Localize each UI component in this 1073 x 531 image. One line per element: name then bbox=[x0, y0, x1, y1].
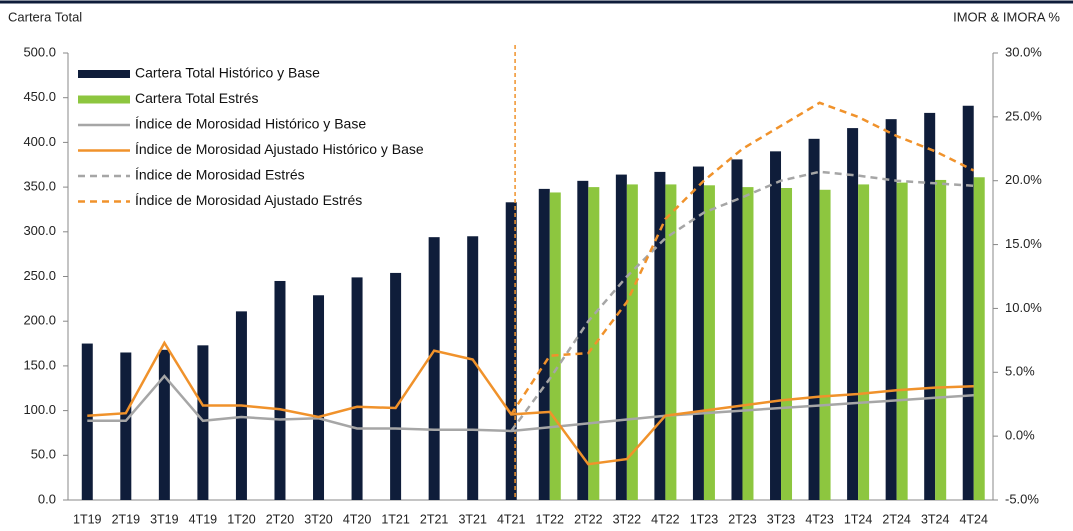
x-tick-label: 1T19 bbox=[73, 512, 102, 526]
bar bbox=[390, 272, 402, 500]
bar bbox=[120, 352, 132, 500]
legend-label: Cartera Total Histórico y Base bbox=[135, 65, 320, 81]
bar bbox=[577, 180, 589, 501]
y-tick-label: 200.0 bbox=[23, 313, 56, 328]
legend-label: Índice de Morosidad Histórico y Base bbox=[135, 116, 366, 132]
y2-tick-label: 25.0% bbox=[1005, 108, 1042, 123]
x-tick-label: 3T24 bbox=[921, 512, 950, 526]
y-tick-label: 50.0 bbox=[31, 447, 56, 462]
bar bbox=[313, 295, 325, 500]
line-series bbox=[510, 101, 975, 416]
bar bbox=[467, 236, 479, 500]
bar bbox=[505, 202, 517, 500]
x-tick-label: 1T24 bbox=[844, 512, 873, 526]
bar bbox=[81, 343, 93, 500]
y-tick-label: 400.0 bbox=[23, 134, 56, 149]
x-tick-label: 1T21 bbox=[381, 512, 410, 526]
bar bbox=[858, 184, 870, 500]
bar bbox=[731, 159, 743, 501]
x-tick-label: 4T19 bbox=[189, 512, 218, 526]
bar bbox=[197, 345, 209, 500]
x-tick-label: 3T19 bbox=[150, 512, 179, 526]
bar bbox=[703, 185, 715, 500]
x-tick-label: 4T22 bbox=[651, 512, 680, 526]
y-tick-label: 100.0 bbox=[23, 402, 56, 417]
y2-tick-label: 30.0% bbox=[1005, 44, 1042, 59]
x-tick-label: 2T20 bbox=[266, 512, 295, 526]
bar bbox=[885, 119, 897, 500]
legend-label: Índice de Morosidad Ajustado Histórico y… bbox=[135, 141, 424, 157]
legend-label: Cartera Total Estrés bbox=[135, 90, 258, 106]
bar bbox=[549, 192, 561, 501]
x-tick-label: 2T23 bbox=[728, 512, 757, 526]
x-tick-label: 2T19 bbox=[112, 512, 141, 526]
x-tick-label: 1T20 bbox=[227, 512, 256, 526]
y-tick-label: 300.0 bbox=[23, 223, 56, 238]
line-series bbox=[87, 340, 974, 466]
x-tick-label: 2T24 bbox=[882, 512, 911, 526]
left-axis-title: Cartera Total bbox=[8, 9, 82, 24]
x-tick-label: 1T23 bbox=[690, 512, 719, 526]
x-tick-label: 3T20 bbox=[304, 512, 333, 526]
x-tick-label: 4T21 bbox=[497, 512, 526, 526]
x-tick-label: 1T22 bbox=[536, 512, 565, 526]
y2-tick-label: 15.0% bbox=[1005, 236, 1042, 251]
bar bbox=[896, 182, 908, 500]
bar bbox=[428, 237, 440, 500]
y2-tick-label: 5.0% bbox=[1005, 364, 1035, 379]
x-tick-label: 2T22 bbox=[574, 512, 603, 526]
bar bbox=[847, 128, 859, 500]
bar bbox=[665, 184, 677, 500]
bar bbox=[819, 189, 831, 501]
y-tick-label: 450.0 bbox=[23, 89, 56, 104]
x-tick-label: 3T21 bbox=[458, 512, 487, 526]
bar bbox=[924, 112, 936, 500]
bar bbox=[351, 277, 363, 500]
bar bbox=[588, 187, 600, 500]
y2-tick-label: -5.0% bbox=[1005, 491, 1039, 506]
bar bbox=[538, 188, 550, 500]
y-tick-label: 0.0 bbox=[38, 491, 56, 506]
x-tick-label: 4T24 bbox=[959, 512, 988, 526]
line-series bbox=[510, 170, 974, 432]
bar bbox=[935, 179, 947, 500]
x-tick-label: 3T23 bbox=[767, 512, 796, 526]
x-tick-label: 3T22 bbox=[613, 512, 642, 526]
bar bbox=[615, 174, 627, 501]
bar bbox=[962, 105, 974, 500]
legend: Cartera Total Histórico y Base Cartera To… bbox=[78, 65, 424, 208]
y-tick-label: 350.0 bbox=[23, 179, 56, 194]
y2-tick-label: 0.0% bbox=[1005, 428, 1035, 443]
y-tick-label: 250.0 bbox=[23, 268, 56, 283]
x-tick-label: 4T23 bbox=[805, 512, 834, 526]
y2-tick-label: 10.0% bbox=[1005, 300, 1042, 315]
x-tick-label: 2T21 bbox=[420, 512, 449, 526]
bar bbox=[781, 187, 793, 500]
bar bbox=[742, 187, 754, 500]
bar bbox=[654, 171, 666, 501]
bar bbox=[626, 184, 638, 500]
legend-label: Índice de Morosidad Ajustado Estrés bbox=[135, 192, 362, 208]
bar bbox=[274, 280, 286, 500]
bar bbox=[973, 177, 985, 501]
y-tick-label: 500.0 bbox=[23, 44, 56, 59]
bar bbox=[808, 138, 820, 500]
bar bbox=[158, 349, 170, 500]
right-axis-title: IMOR & IMORA % bbox=[953, 9, 1060, 24]
bar bbox=[770, 151, 782, 500]
y-tick-label: 150.0 bbox=[23, 357, 56, 372]
bar bbox=[692, 166, 704, 500]
legend-label: Índice de Morosidad Estrés bbox=[135, 167, 305, 183]
y2-tick-label: 20.0% bbox=[1005, 172, 1042, 187]
line-series bbox=[87, 374, 974, 433]
x-tick-label: 4T20 bbox=[343, 512, 372, 526]
